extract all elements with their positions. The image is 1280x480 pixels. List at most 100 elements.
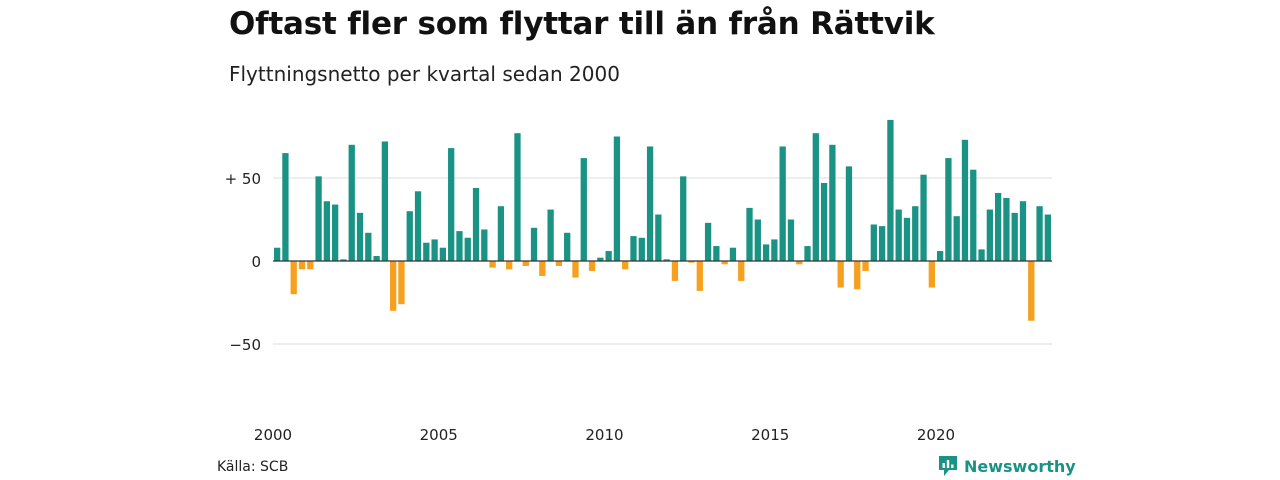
bar [721,261,728,265]
bar [323,201,331,261]
bar [729,247,737,261]
x-tick-label: 2020 [917,426,955,444]
bar [920,174,927,261]
bar [1028,261,1035,321]
bar [406,211,413,261]
bar [936,251,944,261]
bar [903,217,911,261]
bar [820,182,828,261]
bar [688,261,695,263]
bar [390,261,397,311]
bar [332,204,339,261]
bar [539,261,546,276]
bar [804,246,811,261]
bar [970,169,977,261]
bar [630,236,637,261]
bar [978,249,985,261]
bar [555,261,563,266]
bar [762,244,770,261]
bar [489,261,496,268]
chart-title: Oftast fler som flyttar till än från Rät… [229,6,935,42]
bar [986,209,993,261]
bar [779,146,786,261]
bar [414,191,422,261]
bar [315,176,322,261]
bar [854,261,861,290]
bar [655,214,662,261]
bar [282,153,289,261]
bar [646,146,654,261]
bar [887,119,894,262]
bar [862,261,869,271]
x-tick-label: 2010 [585,426,623,444]
bar [680,176,687,261]
bar [398,261,405,305]
newsworthy-logo-icon [939,456,957,476]
bar [845,166,853,261]
bar [580,158,587,261]
bar [671,261,679,281]
bar [796,261,803,265]
bar [953,216,960,261]
bar [837,261,844,288]
source-note: Källa: SCB [217,459,289,475]
bar [481,229,488,261]
bar [829,144,836,261]
bar [348,144,355,261]
bar [588,261,596,271]
bar [895,209,902,261]
bar [912,206,919,261]
bar [1011,212,1018,261]
bar [365,232,372,261]
y-tick-label: −50 [229,336,261,354]
bar [878,226,886,261]
bar [663,259,670,261]
x-tick-label: 2000 [254,426,292,444]
bar [961,139,969,261]
x-tick-label: 2005 [420,426,458,444]
bar [298,261,306,270]
bar [597,257,604,261]
bar [696,261,703,291]
bar [439,247,447,261]
bar [704,222,712,261]
bar [547,209,554,261]
bar [638,237,645,261]
bar [928,261,935,288]
x-tick-label: 2015 [751,426,789,444]
bar [464,237,471,261]
bar [1036,206,1043,261]
bar [290,261,297,295]
bar [497,206,505,261]
chart-subtitle: Flyttningsnetto per kvartal sedan 2000 [229,62,620,86]
bar [448,148,455,261]
bar [746,207,753,261]
bar [945,158,952,261]
bar [713,246,720,261]
bar [613,136,621,261]
bar [530,227,538,261]
bar [1044,214,1051,261]
bar [754,219,761,261]
brand-logo[interactable]: Newsworthy [938,455,1076,477]
bar [472,187,480,261]
bar [340,259,347,261]
bar [356,212,364,261]
bar [506,261,513,270]
bar [572,261,579,278]
bar [431,239,438,261]
brand-name: Newsworthy [964,456,1076,476]
bar [812,133,819,261]
bar [738,261,745,281]
bar [1003,197,1010,261]
bar [564,232,571,261]
bar [307,261,314,270]
bar [274,247,281,261]
bar [994,192,1002,261]
bar [622,261,629,270]
bar [1019,201,1027,261]
bar [373,256,380,261]
y-tick-label: 0 [251,253,261,271]
bar [381,141,389,261]
